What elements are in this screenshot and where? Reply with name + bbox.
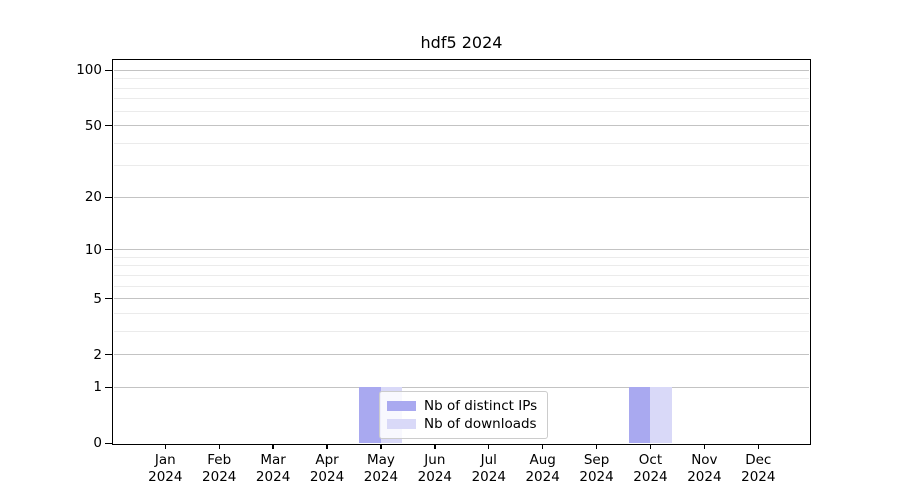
x-tick-label-mar: Mar 2024: [255, 452, 291, 485]
legend-item-distinct-ips: Nb of distinct IPs: [387, 399, 537, 413]
y-tick-10: [105, 248, 112, 251]
x-tick-label-sep: Sep 2024: [579, 452, 614, 485]
x-tick-apr: [326, 444, 328, 449]
x-tick-label-dec: Dec 2024: [741, 452, 776, 485]
y-tick-label-1: 1: [93, 379, 102, 396]
gridline-minor-80: [114, 87, 809, 89]
x-tick-label-oct: Oct 2024: [633, 452, 668, 485]
x-tick-jul: [488, 444, 490, 449]
x-tick-jan: [164, 444, 166, 449]
y-tick-0: [105, 442, 112, 444]
legend: Nb of distinct IPs Nb of downloads: [379, 391, 549, 439]
x-tick-jun: [434, 444, 436, 449]
legend-item-downloads: Nb of downloads: [387, 417, 537, 431]
x-tick-oct: [649, 444, 652, 449]
x-tick-label-apr: Apr 2024: [309, 452, 345, 485]
y-tick-label-50: 50: [84, 117, 102, 134]
plot-area: [112, 59, 811, 445]
x-tick-label-may: May 2024: [363, 452, 399, 485]
legend-swatch-downloads: [387, 419, 416, 429]
y-tick-label-2: 2: [93, 346, 102, 363]
gridline-minor-30: [114, 165, 809, 167]
gridline-minor-8: [114, 265, 809, 267]
bar-oct-distinct-ips: [628, 387, 651, 444]
x-tick-label-nov: Nov 2024: [687, 452, 722, 485]
x-tick-aug: [541, 444, 544, 449]
gridline-minor-4: [114, 312, 809, 314]
gridline-major-5: [114, 297, 809, 300]
y-tick-50: [105, 124, 112, 127]
y-tick-label-10: 10: [84, 241, 102, 258]
x-tick-mar: [272, 444, 274, 449]
x-tick-label-feb: Feb 2024: [202, 452, 237, 485]
x-tick-label-aug: Aug 2024: [525, 452, 560, 485]
x-tick-may: [380, 444, 382, 449]
x-tick-label-jun: Jun 2024: [417, 452, 453, 485]
legend-label-distinct-ips: Nb of distinct IPs: [424, 398, 538, 414]
x-tick-label-jan: Jan 2024: [148, 452, 183, 485]
gridline-major-50: [114, 125, 809, 127]
legend-swatch-distinct-ips: [387, 401, 416, 411]
x-tick-nov: [703, 444, 706, 449]
gridline-minor-3: [114, 330, 809, 332]
y-tick-20: [105, 196, 112, 199]
gridline-major-10: [114, 249, 809, 251]
bar-oct-downloads: [650, 387, 672, 444]
gridline-minor-40: [114, 142, 809, 144]
gridline-minor-70: [114, 98, 809, 100]
y-tick-2: [105, 353, 112, 356]
bar-may-distinct-ips: [359, 387, 381, 444]
gridline-minor-90: [114, 78, 809, 80]
y-tick-label-5: 5: [93, 290, 102, 307]
gridline-major-20: [114, 196, 809, 198]
gridline-major-2: [114, 353, 809, 356]
gridline-minor-60: [114, 110, 809, 112]
x-tick-label-jul: Jul 2024: [471, 452, 506, 485]
y-tick-5: [105, 297, 112, 300]
legend-label-downloads: Nb of downloads: [424, 416, 537, 432]
gridline-minor-7: [114, 274, 809, 276]
y-tick-1: [105, 386, 112, 388]
y-tick-label-0: 0: [93, 435, 102, 452]
gridline-major-100: [114, 69, 809, 72]
gridline-minor-6: [114, 285, 809, 287]
y-tick-label-100: 100: [76, 62, 102, 79]
x-tick-feb: [218, 444, 220, 449]
gridline-minor-9: [114, 256, 809, 258]
gridline-major-1: [114, 386, 809, 388]
y-tick-100: [105, 69, 112, 72]
x-tick-dec: [757, 444, 759, 449]
chart-title: hdf5 2024: [420, 33, 503, 52]
y-tick-label-20: 20: [84, 189, 102, 206]
x-tick-sep: [595, 444, 598, 449]
